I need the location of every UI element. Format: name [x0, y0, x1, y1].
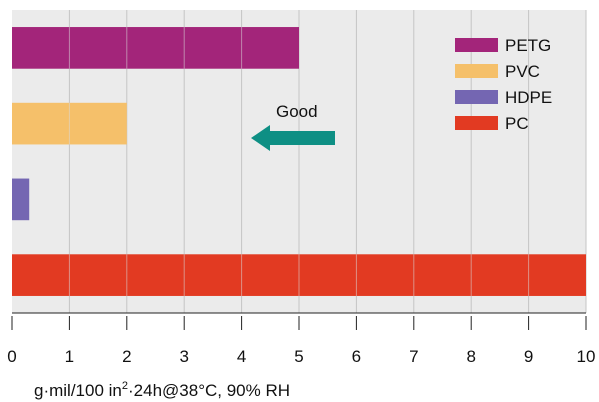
x-axis-ticks — [11, 316, 587, 330]
bar-petg — [12, 27, 299, 69]
legend-swatch-pc — [455, 116, 498, 130]
bars — [12, 27, 586, 296]
legend-label-pc: PC — [505, 114, 529, 133]
legend-label-petg: PETG — [505, 36, 551, 55]
x-tick-label-6: 6 — [352, 347, 361, 366]
legend-swatch-hdpe — [455, 90, 498, 104]
x-axis-tick-labels: 0 1 2 3 4 5 6 7 8 9 10 — [7, 347, 595, 366]
x-tick-label-1: 1 — [65, 347, 74, 366]
x-tick-label-0: 0 — [7, 347, 16, 366]
x-tick-label-5: 5 — [294, 347, 303, 366]
x-axis-label: g·mil/100 in2·24h@38°C, 90% RH — [34, 380, 290, 400]
legend-swatch-petg — [455, 38, 498, 52]
x-tick-label-3: 3 — [179, 347, 188, 366]
x-tick-label-7: 7 — [409, 347, 418, 366]
legend: PETG PVC HDPE PC — [455, 36, 552, 133]
x-tick-label-10: 10 — [577, 347, 596, 366]
legend-label-pvc: PVC — [505, 62, 540, 81]
legend-swatch-pvc — [455, 64, 498, 78]
legend-label-hdpe: HDPE — [505, 88, 552, 107]
x-tick-label-2: 2 — [122, 347, 131, 366]
bar-hdpe — [12, 178, 30, 221]
x-tick-label-4: 4 — [237, 347, 246, 366]
x-tick-label-9: 9 — [524, 347, 533, 366]
x-tick-label-8: 8 — [466, 347, 475, 366]
left-arrow-icon — [251, 125, 335, 151]
annotation-good-label: Good — [276, 102, 318, 121]
